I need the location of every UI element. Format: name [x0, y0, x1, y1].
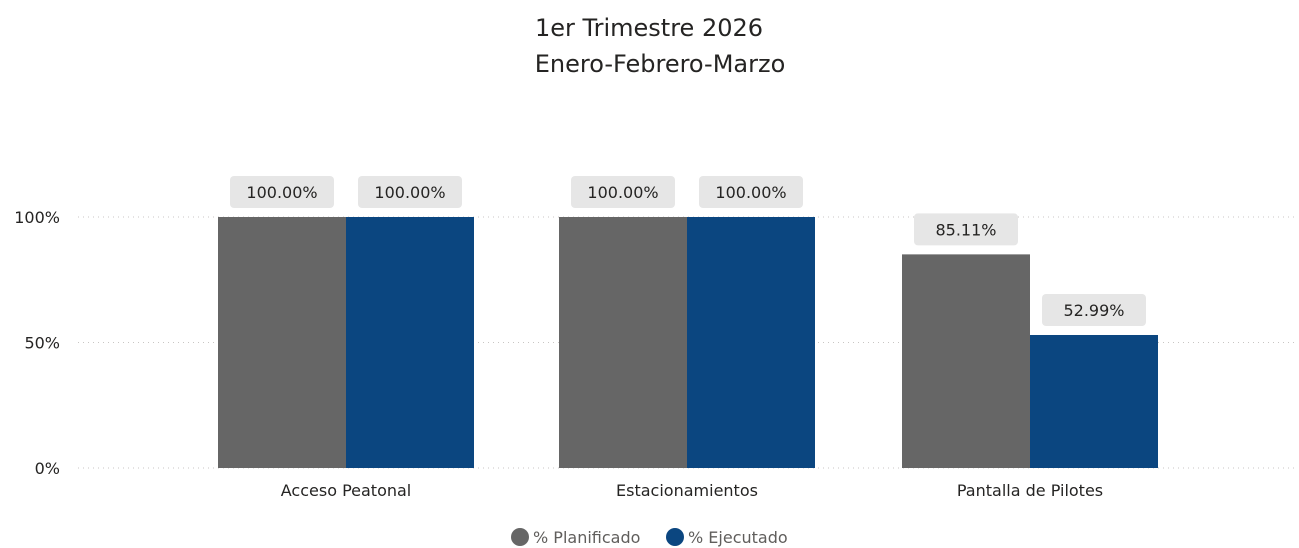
data-label: 100.00%: [374, 183, 445, 202]
legend[interactable]: % Planificado % Ejecutado: [511, 528, 788, 547]
data-label-background: [230, 176, 334, 208]
data-label: 85.11%: [935, 220, 996, 239]
x-category-label: Estacionamientos: [616, 481, 758, 500]
x-category-label: Acceso Peatonal: [281, 481, 412, 500]
bar[interactable]: [346, 217, 474, 468]
data-label-background: [571, 176, 675, 208]
bar[interactable]: [559, 217, 687, 468]
legend-label[interactable]: % Ejecutado: [688, 528, 788, 547]
chart-subtitle: Enero-Febrero-Marzo: [535, 50, 786, 78]
data-label: 100.00%: [715, 183, 786, 202]
legend-label[interactable]: % Planificado: [533, 528, 640, 547]
legend-marker[interactable]: [511, 528, 529, 546]
y-tick-label: 50%: [24, 334, 60, 353]
bar[interactable]: [687, 217, 815, 468]
y-axis-ticks: 0% 50% 100%: [14, 208, 60, 478]
bar[interactable]: [1030, 334, 1158, 468]
data-label-background: [914, 213, 1018, 246]
data-label: 100.00%: [587, 183, 658, 202]
y-tick-label: 0%: [35, 459, 60, 478]
x-axis-categories: Acceso Peatonal Estacionamientos Pantalla …: [281, 481, 1103, 500]
data-labels: 100.00% 100.00% 100.00% 100.00% 85.11% 52.99%: [230, 176, 1146, 326]
legend-marker[interactable]: [666, 528, 684, 546]
x-category-label: Pantalla de Pilotes: [957, 481, 1103, 500]
bar[interactable]: [218, 217, 346, 468]
data-label: 100.00%: [246, 183, 317, 202]
bar[interactable]: [902, 254, 1030, 468]
data-label-background: [699, 176, 803, 208]
data-label-background: [1042, 293, 1146, 326]
bars: [218, 217, 1158, 468]
chart-title: 1er Trimestre 2026: [535, 14, 763, 42]
data-label-background: [358, 176, 462, 208]
y-tick-label: 100%: [14, 208, 60, 227]
data-label: 52.99%: [1063, 301, 1124, 320]
